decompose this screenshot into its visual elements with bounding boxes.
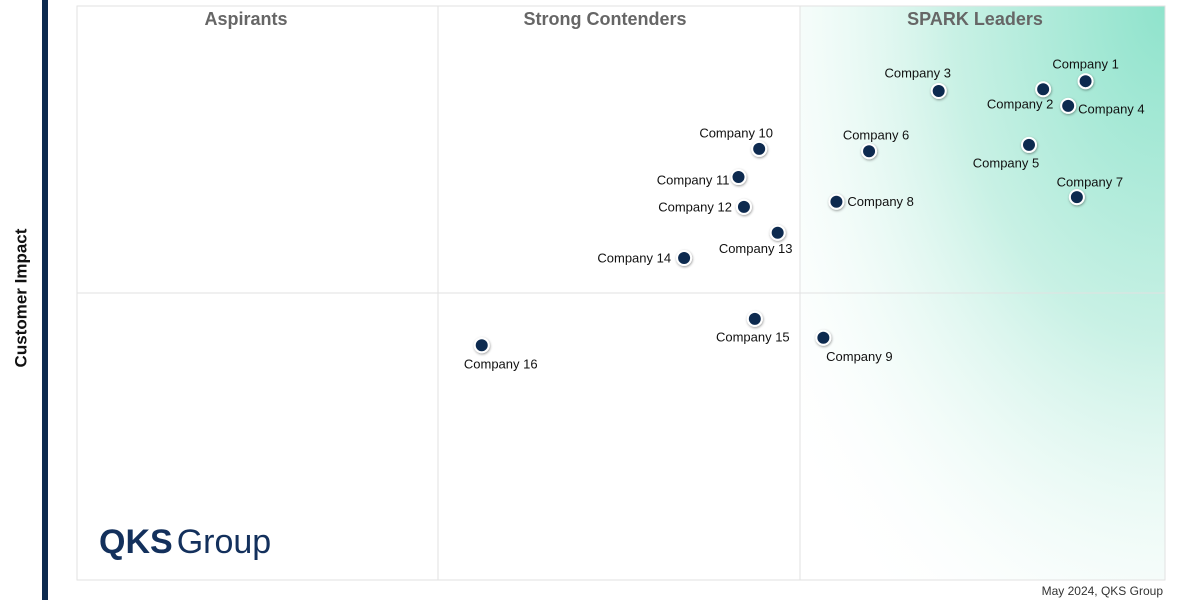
point	[735, 198, 752, 215]
point-label: Company 8	[847, 194, 913, 209]
logo: QKS Group	[99, 523, 271, 561]
point-label: Company 11	[657, 172, 730, 187]
point-label: Company 7	[1057, 175, 1123, 190]
point	[828, 193, 845, 210]
point-label: Company 3	[884, 65, 950, 80]
quadrant-title: Aspirants	[204, 9, 287, 29]
point	[1068, 189, 1085, 206]
point	[1060, 97, 1077, 114]
point-label: Company 15	[716, 329, 790, 344]
point-label: Company 5	[973, 155, 1039, 170]
logo-regular: Group	[177, 523, 272, 561]
point	[1035, 81, 1052, 98]
point-label: Company 12	[658, 199, 732, 214]
quadrant-title: SPARK Leaders	[907, 9, 1043, 29]
quadrant-title: Strong Contenders	[523, 9, 686, 29]
point-label: Company 1	[1052, 57, 1118, 72]
point-label: Company 10	[699, 125, 773, 140]
point	[730, 169, 747, 186]
point	[815, 329, 832, 346]
point-label: Company 13	[719, 241, 793, 256]
point	[676, 249, 693, 266]
point-label: Company 9	[826, 349, 892, 364]
point	[930, 82, 947, 99]
point-label: Company 4	[1078, 101, 1144, 116]
point	[746, 310, 763, 327]
point-label: Company 16	[464, 357, 538, 372]
y-axis-label: Customer Impact	[11, 228, 30, 367]
point-label: Company 14	[597, 250, 671, 265]
point	[1021, 136, 1037, 153]
point	[751, 140, 768, 157]
logo-bold: QKS	[99, 523, 173, 561]
footnote: May 2024, QKS Group	[1042, 584, 1164, 598]
point	[473, 337, 490, 354]
point	[861, 143, 878, 160]
point-label: Company 2	[987, 97, 1053, 112]
point-label: Company 6	[843, 128, 909, 143]
side-bar	[42, 0, 48, 600]
point	[769, 224, 786, 241]
point	[1077, 73, 1094, 90]
